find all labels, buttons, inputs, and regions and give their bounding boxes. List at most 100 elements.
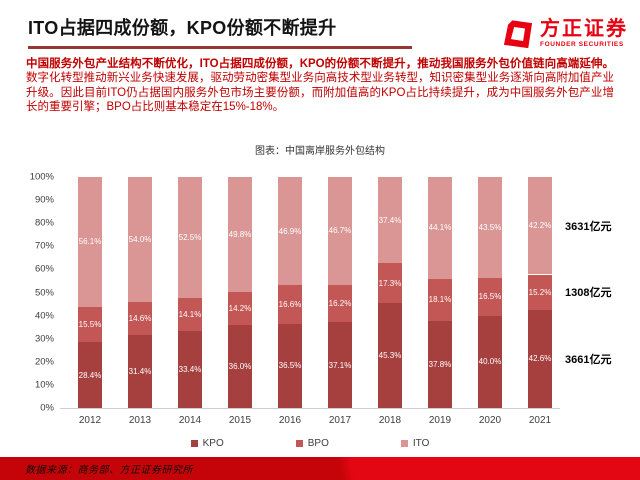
- y-axis-label: 10%: [34, 379, 54, 391]
- bar-value-label: 33.4%: [178, 364, 202, 374]
- plot-area: 28.4% 15.5% 56.1% 31.4% 14.6% 54.0% 33.4% 14.1%…: [60, 177, 560, 409]
- bar-segment-ito: 44.1%: [428, 177, 452, 279]
- bar-segment-bpo: 18.1%: [428, 278, 452, 321]
- bar-segment-bpo: 16.5%: [478, 277, 502, 316]
- bar-segment-kpo: 36.5%: [278, 323, 302, 408]
- x-axis-label: 2018: [378, 415, 402, 426]
- bar-value-label: 37.4%: [378, 215, 402, 225]
- y-axis-label: 100%: [29, 171, 54, 183]
- chart-title: 图表：中国离岸服务外包结构: [255, 146, 385, 157]
- founder-securities-logo: 方正证券 FOUNDER SECURITIES: [502, 18, 628, 50]
- bar-value-label: 15.5%: [78, 320, 102, 329]
- bar-value-label: 42.6%: [528, 354, 552, 364]
- bar-segment-kpo: 37.1%: [328, 322, 352, 408]
- annotation-kpo: 3661亿元: [565, 353, 612, 366]
- bar-value-label: 54.0%: [128, 234, 152, 244]
- x-axis-label: 2015: [228, 415, 252, 426]
- y-axis-label: 0%: [40, 402, 54, 414]
- bar-segment-bpo: 15.2%: [528, 274, 552, 310]
- bar-segment-ito: 52.5%: [178, 177, 202, 299]
- bar-value-label: 14.1%: [178, 310, 202, 320]
- bar-value-label: 37.1%: [328, 360, 352, 370]
- bar-value-label: 16.6%: [278, 300, 302, 310]
- bar-segment-ito: 56.1%: [78, 177, 102, 307]
- bar-segment-kpo: 37.8%: [428, 320, 452, 408]
- x-axis-label: 2020: [478, 415, 502, 426]
- bar-segment-kpo: 31.4%: [128, 335, 152, 408]
- bar-segment-ito: 42.2%: [528, 177, 552, 275]
- page-title: ITO占据四成份额，KPO份额不断提升: [28, 18, 337, 38]
- bar-segment-ito: 49.8%: [228, 177, 252, 293]
- bar-segment-kpo: 40.0%: [478, 315, 502, 408]
- bar-segment-bpo: 17.3%: [378, 263, 402, 304]
- y-axis-label: 20%: [34, 356, 54, 368]
- bar-segment-kpo: 33.4%: [178, 330, 202, 408]
- y-axis-label: 50%: [34, 287, 54, 298]
- y-axis-label: 90%: [34, 194, 54, 206]
- source-footer: 数据来源：商务部、方正证券研究所: [0, 457, 640, 480]
- summary-lead: 中国服务外包产业结构不断优化，ITO占据四成份额，KPO的份额不断提升，推动我国…: [26, 58, 614, 70]
- bar-value-label: 16.2%: [328, 299, 352, 309]
- bar-segment-kpo: 28.4%: [78, 342, 102, 408]
- bar-value-label: 44.1%: [428, 223, 452, 233]
- logo-subtitle: FOUNDER SECURITIES: [540, 41, 624, 49]
- bar-segment-ito: 54.0%: [128, 177, 152, 302]
- logo-name: 方正证券: [540, 18, 628, 41]
- y-axis-label: 30%: [34, 333, 54, 345]
- chart-legend: KPO BPO ITO: [60, 438, 560, 449]
- x-axis-label: 2014: [178, 415, 202, 426]
- bar-segment-ito: 43.5%: [478, 177, 502, 278]
- bar-value-label: 45.3%: [378, 351, 402, 361]
- bar-value-label: 14.6%: [128, 314, 152, 324]
- x-axis-label: 2012: [78, 415, 102, 426]
- x-axis-label: 2019: [428, 415, 452, 426]
- legend-item-kpo: KPO: [190, 438, 224, 449]
- bar-segment-ito: 37.4%: [378, 177, 402, 264]
- data-source: 数据来源：商务部、方正证券研究所: [25, 465, 193, 476]
- bar-segment-kpo: 36.0%: [228, 324, 252, 408]
- summary-paragraph: 中国服务外包产业结构不断优化，ITO占据四成份额，KPO的份额不断提升，推动我国…: [26, 57, 614, 114]
- title-divider: [28, 46, 412, 49]
- bar-value-label: 18.1%: [428, 295, 452, 305]
- legend-swatch-bpo: [295, 440, 303, 447]
- bar-segment-bpo: 14.6%: [128, 301, 152, 336]
- legend-label: ITO: [412, 438, 430, 449]
- bar-value-label: 16.5%: [478, 292, 502, 302]
- annotation-bpo: 1308亿元: [565, 287, 612, 300]
- y-axis-label: 80%: [34, 217, 54, 229]
- bar-value-label: 14.2%: [228, 303, 252, 313]
- legend-item-bpo: BPO: [295, 438, 329, 449]
- bar-segment-bpo: 15.5%: [78, 306, 102, 343]
- legend-label: BPO: [307, 438, 329, 449]
- y-axis-label: 60%: [34, 263, 54, 275]
- bar-value-label: 31.4%: [128, 367, 152, 377]
- bar-segment-kpo: 42.6%: [528, 309, 552, 408]
- legend-label: KPO: [202, 438, 224, 449]
- bar-segment-bpo: 14.2%: [228, 292, 252, 325]
- bar-value-label: 42.2%: [528, 221, 552, 231]
- bar-value-label: 28.4%: [78, 370, 102, 380]
- bar-value-label: 52.5%: [178, 233, 202, 243]
- bar-value-label: 46.7%: [328, 226, 352, 236]
- bar-segment-ito: 46.9%: [278, 177, 302, 286]
- legend-item-ito: ITO: [400, 438, 430, 449]
- bar-segment-ito: 46.7%: [328, 177, 352, 285]
- bar-value-label: 15.2%: [528, 287, 552, 297]
- bar-segment-bpo: 14.1%: [178, 298, 202, 331]
- summary-body: 数字化转型推动新兴业务快速发展，驱动劳动密集型业务向高技术型业务转型，知识密集型…: [26, 72, 614, 113]
- annotation-ito: 3631亿元: [565, 220, 612, 233]
- y-axis-label: 40%: [34, 310, 54, 322]
- bar-value-label: 36.5%: [278, 361, 302, 371]
- legend-swatch-ito: [400, 440, 408, 447]
- bar-segment-kpo: 45.3%: [378, 303, 402, 408]
- bar-segment-bpo: 16.2%: [328, 284, 352, 323]
- bar-segment-bpo: 16.6%: [278, 285, 302, 324]
- bar-value-label: 37.8%: [428, 359, 452, 369]
- x-axis: 2012 2013 2014 2015 2016 2017 2018 2019 2020 2021: [60, 415, 560, 429]
- founder-logo-icon: [502, 18, 533, 49]
- y-axis-label: 70%: [34, 240, 54, 252]
- x-axis-label: 2021: [528, 415, 552, 426]
